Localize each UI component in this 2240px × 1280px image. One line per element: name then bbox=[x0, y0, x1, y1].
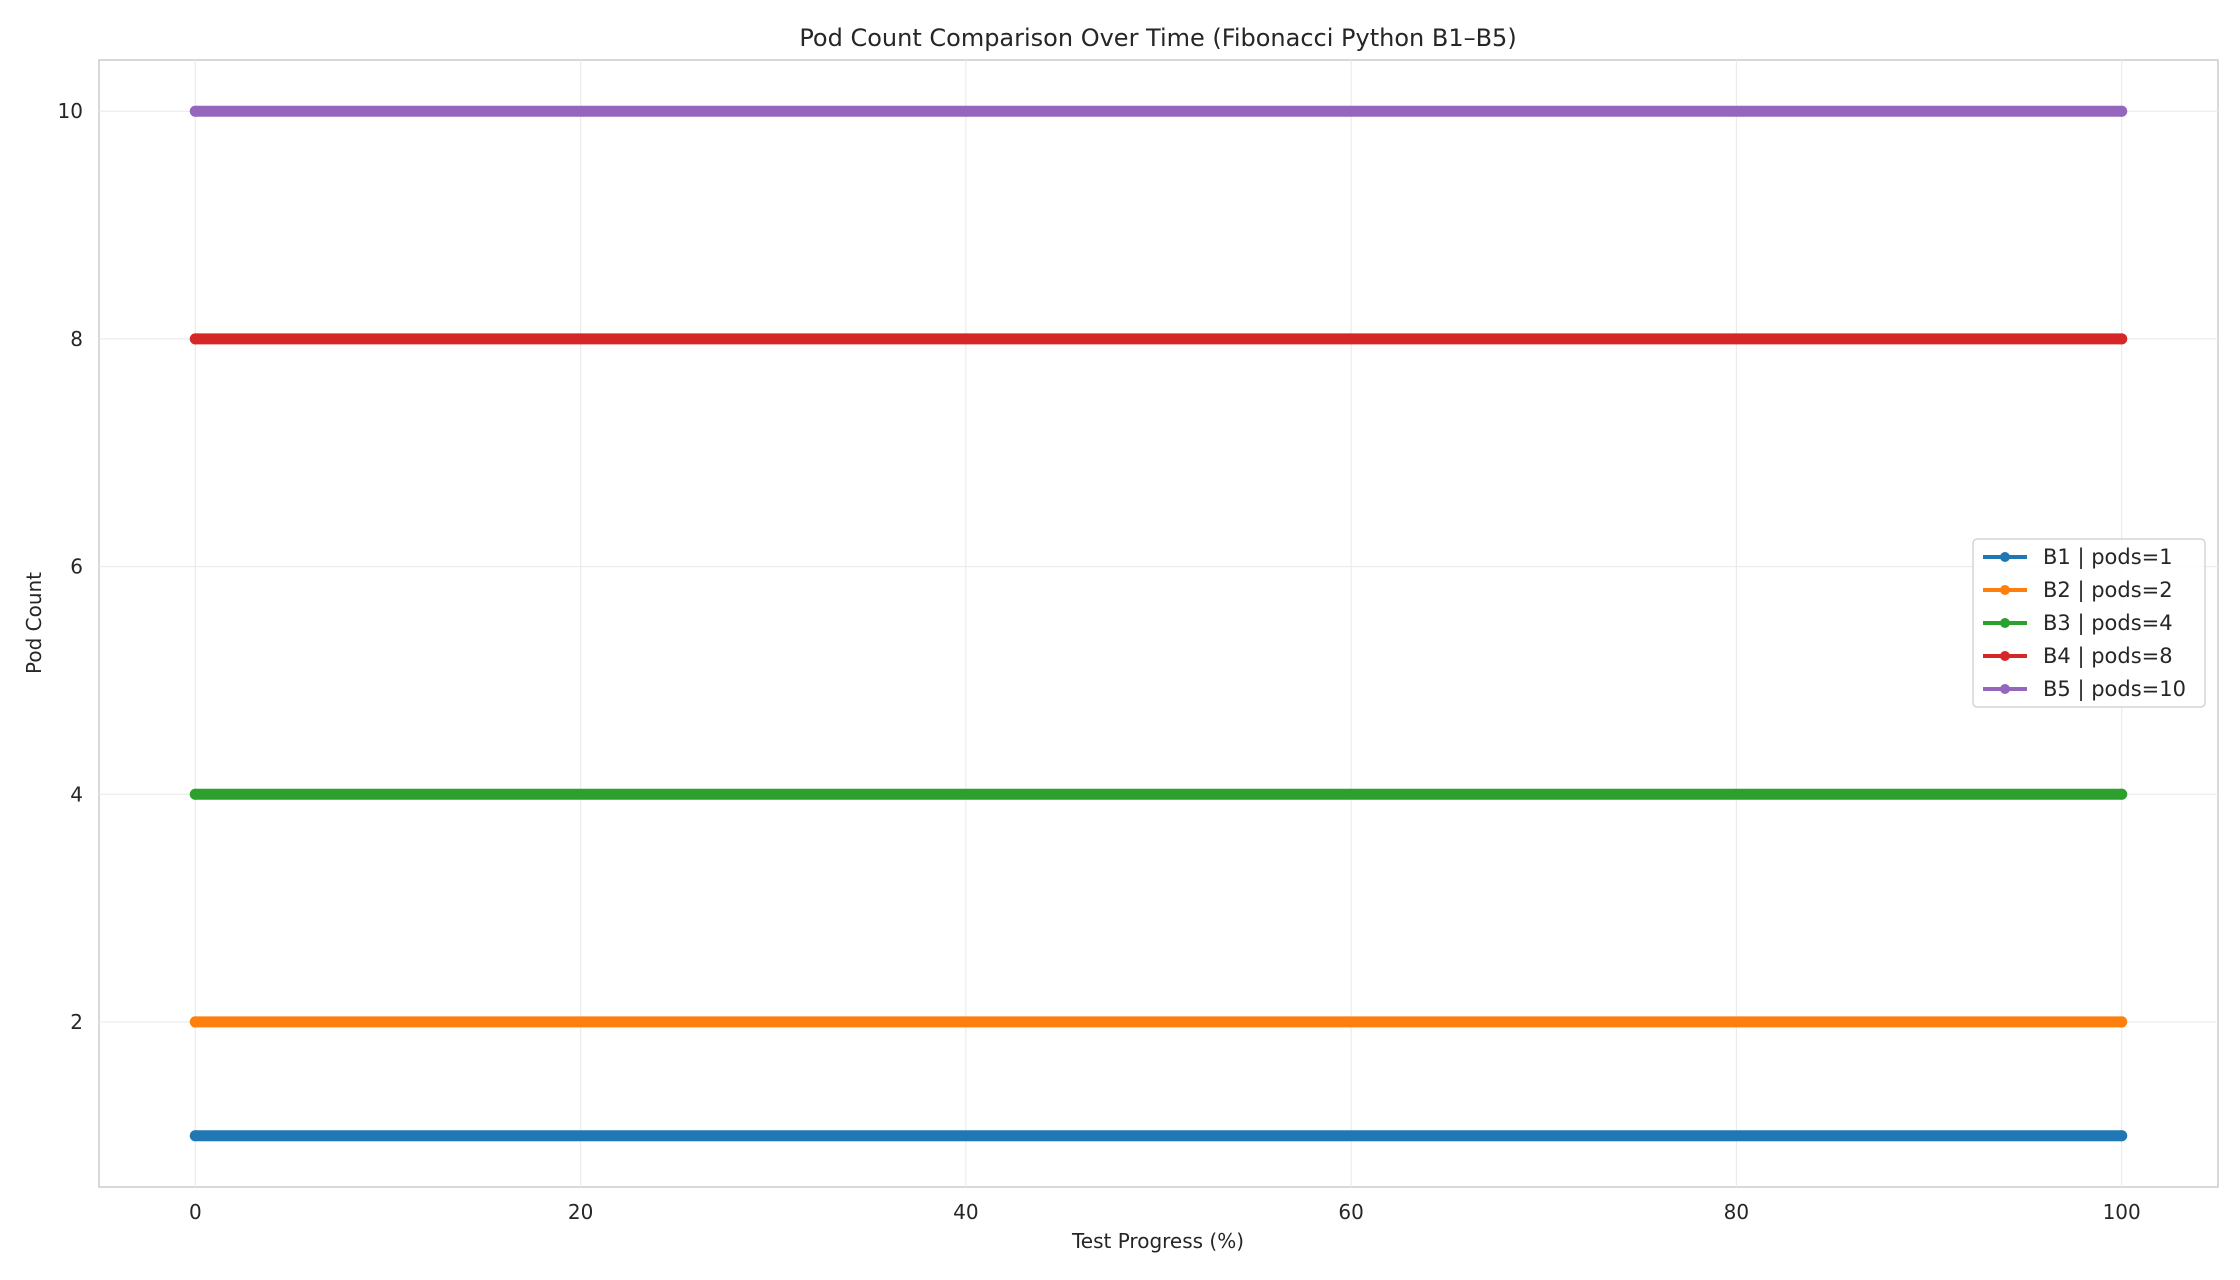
legend-label: B4 | pods=8 bbox=[2043, 644, 2173, 669]
series-end-point bbox=[2116, 1016, 2128, 1028]
legend-label: B5 | pods=10 bbox=[2043, 677, 2186, 702]
legend-label: B1 | pods=1 bbox=[2043, 545, 2173, 570]
x-tick-label: 20 bbox=[568, 1200, 593, 1224]
series-start-point bbox=[189, 1130, 201, 1142]
x-tick-label: 80 bbox=[1724, 1200, 1749, 1224]
legend-box bbox=[1972, 538, 2206, 708]
legend-marker bbox=[2000, 651, 2010, 661]
series-line-b1 bbox=[189, 1130, 2128, 1142]
x-tick-label: 40 bbox=[953, 1200, 978, 1224]
legend-item-b1: B1 | pods=1 bbox=[1983, 545, 2173, 570]
x-tick-label: 60 bbox=[1338, 1200, 1363, 1224]
y-tick-label: 4 bbox=[70, 782, 83, 806]
x-tick-label: 0 bbox=[189, 1200, 202, 1224]
series-start-point bbox=[189, 333, 201, 345]
series-start-point bbox=[189, 788, 201, 800]
y-tick-label: 6 bbox=[70, 555, 83, 579]
series-end-point bbox=[2116, 1130, 2128, 1142]
legend-label: B2 | pods=2 bbox=[2043, 578, 2173, 603]
legend-marker bbox=[2000, 618, 2010, 628]
series-start-point bbox=[189, 1016, 201, 1028]
chart-title: Pod Count Comparison Over Time (Fibonacc… bbox=[799, 24, 1516, 52]
legend-item-b4: B4 | pods=8 bbox=[1983, 644, 2173, 669]
plot-area bbox=[98, 59, 2219, 1188]
x-tick-label: 100 bbox=[2103, 1200, 2141, 1224]
x-axis-label: Test Progress (%) bbox=[1071, 1229, 1244, 1253]
legend-item-b2: B2 | pods=2 bbox=[1983, 578, 2173, 603]
series-layer bbox=[189, 105, 2128, 1142]
y-tick-label: 8 bbox=[70, 327, 83, 351]
legend-marker bbox=[2000, 585, 2010, 595]
series-line-b4 bbox=[189, 333, 2128, 345]
tick-labels: 0 20 40 60 80 100 2 4 6 8 10 bbox=[58, 99, 2141, 1224]
y-tick-label: 10 bbox=[58, 99, 83, 123]
legend: B1 | pods=1 B2 | pods=2 B3 | pods=4 B4 | po… bbox=[1972, 538, 2206, 708]
series-end-point bbox=[2116, 788, 2128, 800]
y-axis-label: Pod Count bbox=[22, 572, 46, 674]
series-line-b2 bbox=[189, 1016, 2128, 1028]
legend-item-b3: B3 | pods=4 bbox=[1983, 611, 2173, 636]
legend-marker bbox=[2000, 684, 2010, 694]
legend-item-b5: B5 | pods=10 bbox=[1983, 677, 2186, 702]
legend-label: B3 | pods=4 bbox=[2043, 611, 2173, 636]
series-line-b3 bbox=[189, 788, 2128, 800]
series-end-point bbox=[2116, 105, 2128, 117]
legend-marker bbox=[2000, 552, 2010, 562]
series-end-point bbox=[2116, 333, 2128, 345]
y-tick-label: 2 bbox=[70, 1010, 83, 1034]
series-start-point bbox=[189, 105, 201, 117]
series-line-b5 bbox=[189, 105, 2128, 117]
